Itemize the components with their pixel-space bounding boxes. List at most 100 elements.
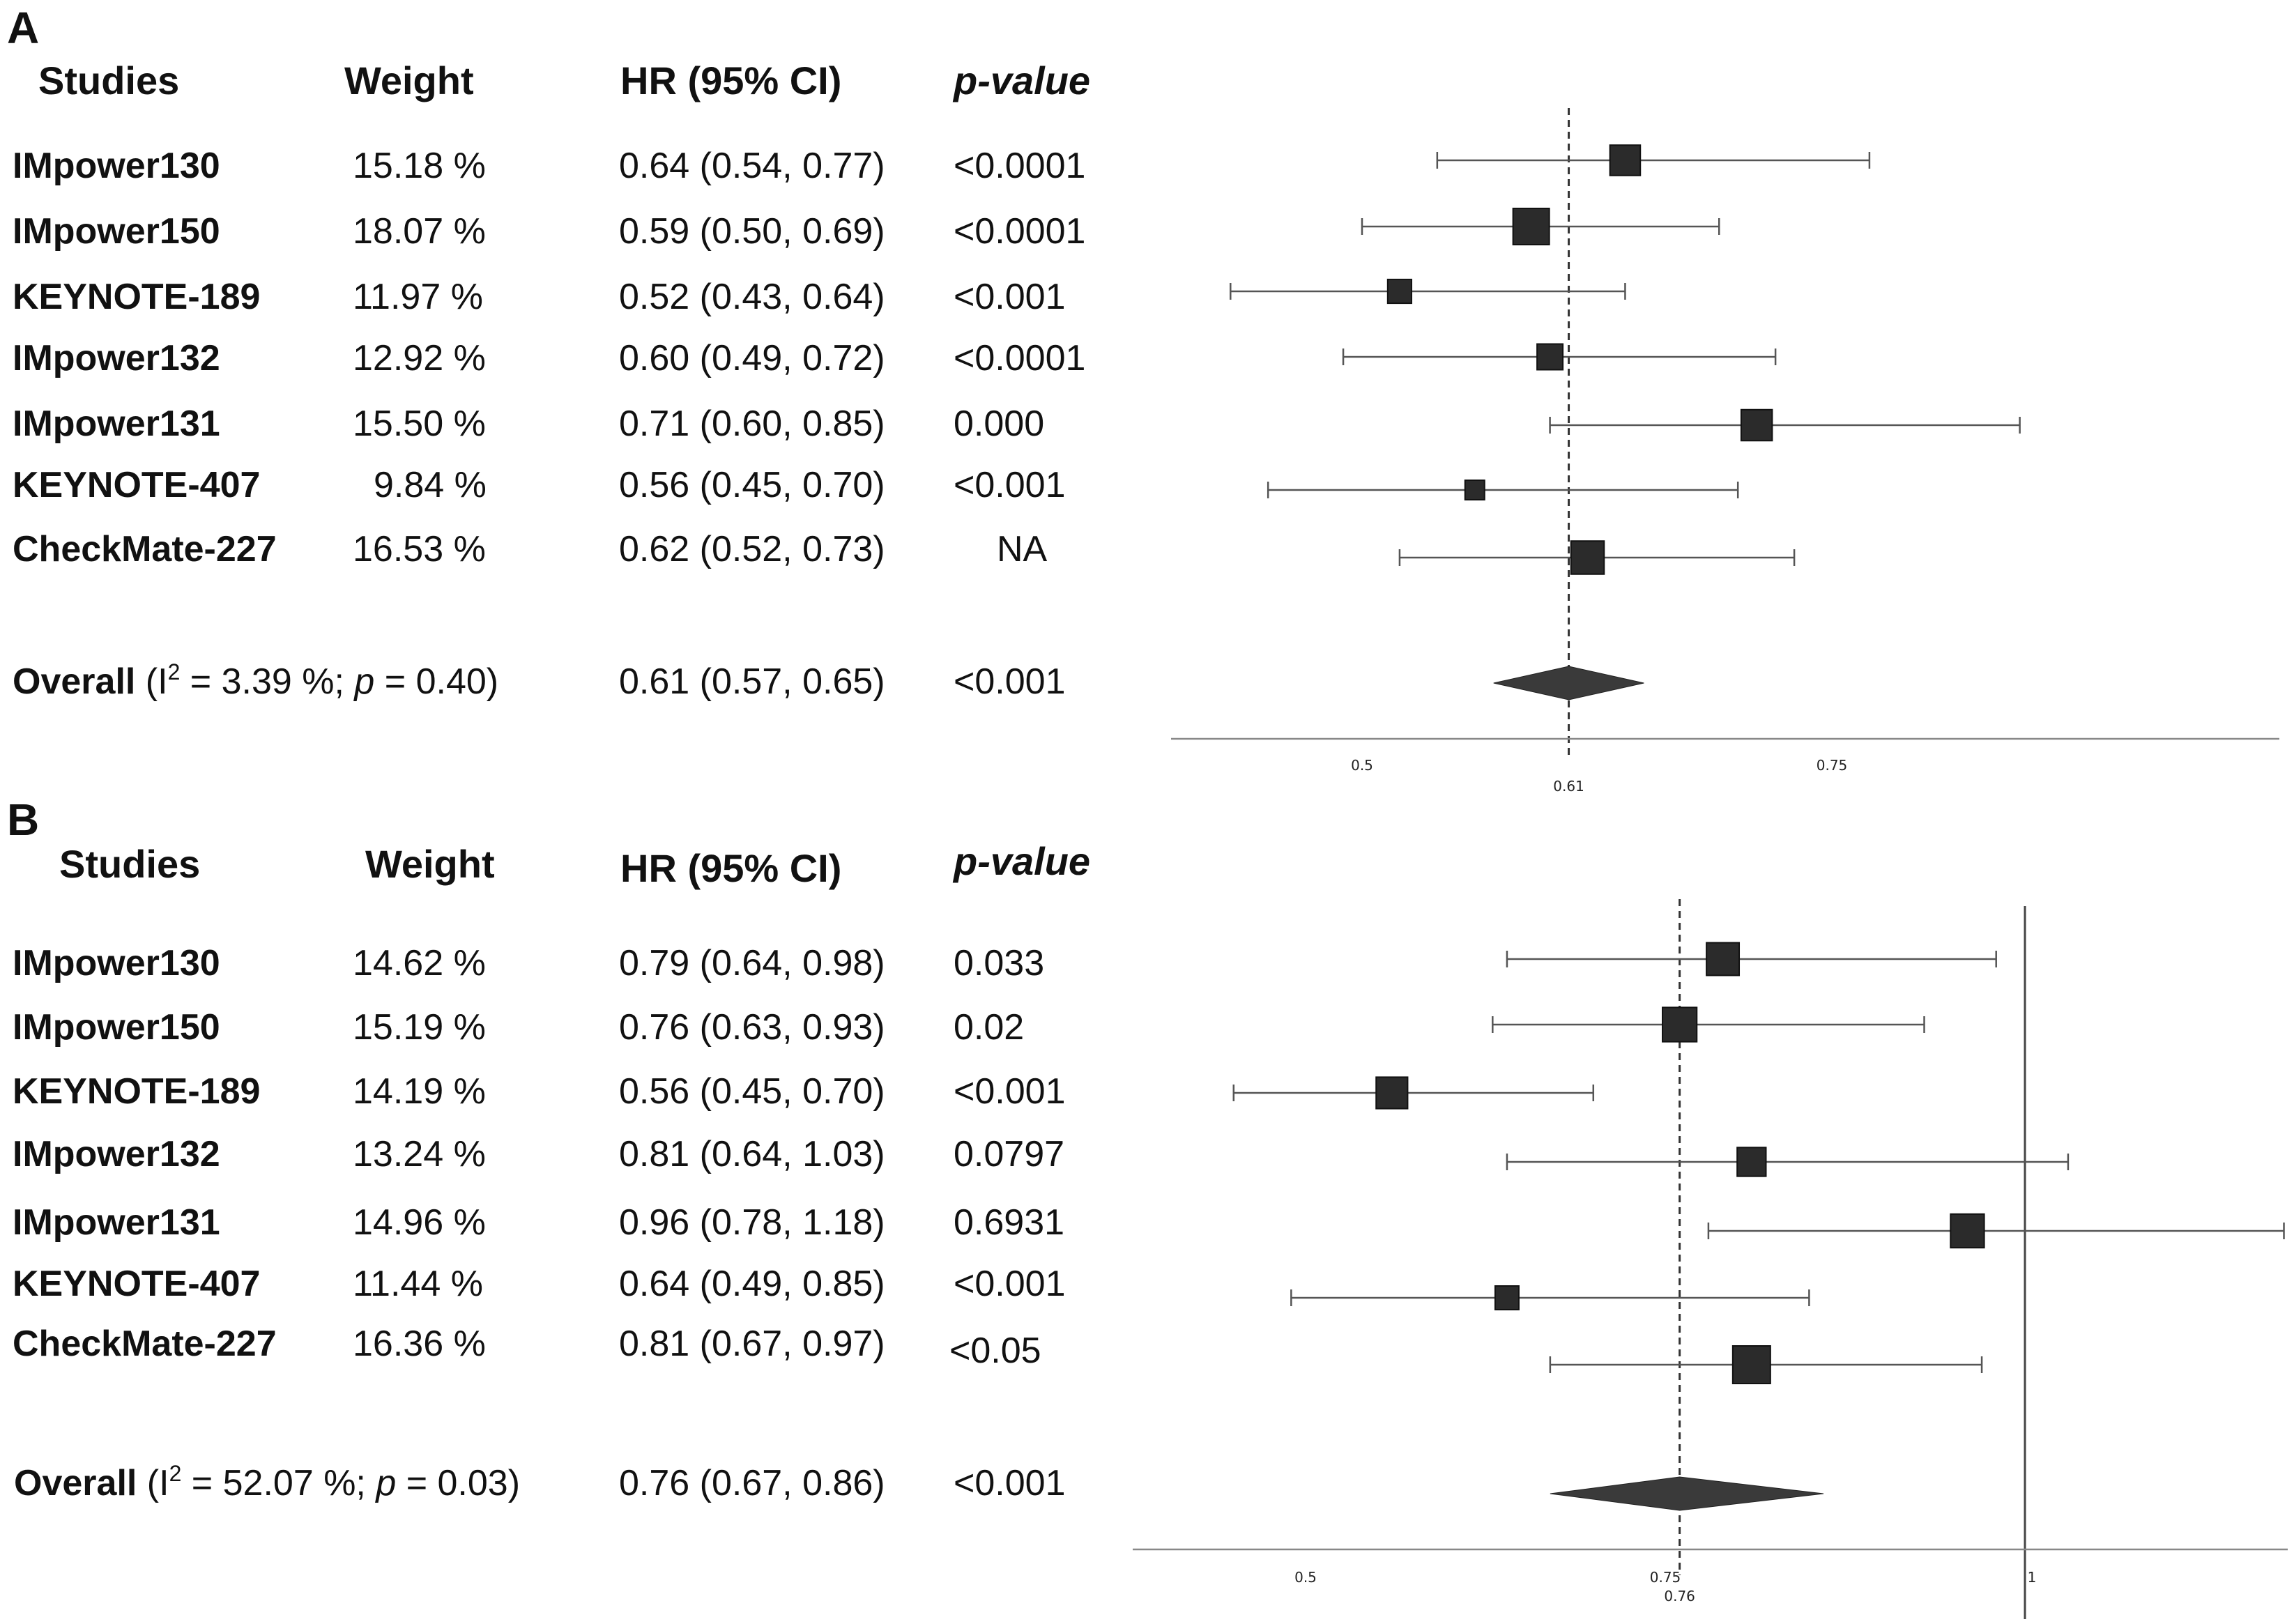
study-name: IMpower131	[13, 1202, 220, 1243]
overall-diamond	[1493, 666, 1644, 700]
study-weight: 15.19 %	[353, 1007, 486, 1048]
x-tick-label: 0.75	[1650, 1569, 1681, 1586]
study-weight: 14.19 %	[353, 1071, 486, 1112]
study-p-value: 0.6931	[954, 1202, 1065, 1243]
study-hr: 0.56 (0.45, 0.70)	[619, 1071, 885, 1112]
panel-letter: B	[7, 795, 40, 845]
forest-panel-b: B Studies Weight HR (95% CI) p-value IMp…	[0, 795, 2294, 1624]
study-name: KEYNOTE-407	[13, 1264, 261, 1304]
study-name: KEYNOTE-189	[13, 277, 261, 317]
study-p-value: <0.001	[954, 465, 1066, 505]
effect-box	[1731, 1345, 1771, 1384]
study-hr: 0.64 (0.54, 0.77)	[619, 146, 885, 186]
effect-box	[1386, 278, 1413, 305]
effect-markers	[1386, 144, 1773, 575]
overall-p-value: <0.001	[954, 1463, 1066, 1503]
study-name: IMpower130	[13, 943, 220, 983]
forest-panel-a: A Studies Weight HR (95% CI) p-value IMp…	[0, 0, 2294, 809]
study-name: IMpower131	[13, 404, 220, 444]
confidence-intervals	[1230, 152, 2021, 566]
panel-letter: A	[7, 3, 40, 53]
header-p-value: p-value	[954, 59, 1091, 102]
study-name: IMpower130	[13, 146, 220, 186]
study-name: CheckMate-227	[13, 529, 277, 569]
header-hr: HR (95% CI)	[620, 59, 842, 102]
study-p-value: 0.0797	[954, 1134, 1065, 1174]
study-hr: 0.52 (0.43, 0.64)	[619, 277, 885, 317]
effect-box	[1570, 540, 1605, 575]
study-weight: 16.36 %	[353, 1324, 486, 1364]
study-p-value: <0.0001	[954, 211, 1086, 252]
effect-box	[1950, 1213, 1985, 1249]
study-p-value: <0.0001	[954, 146, 1086, 186]
study-p-value: NA	[997, 529, 1048, 569]
study-hr: 0.59 (0.50, 0.69)	[619, 211, 885, 252]
header-studies: Studies	[59, 842, 201, 886]
study-name: IMpower132	[13, 1134, 220, 1174]
heterogeneity-i2: = 52.07 %;	[181, 1463, 376, 1503]
overall-hr: 0.76 (0.67, 0.86)	[619, 1463, 885, 1503]
effect-box	[1609, 144, 1642, 176]
study-hr: 0.79 (0.64, 0.98)	[619, 943, 885, 983]
effect-box	[1494, 1285, 1520, 1310]
header-weight: Weight	[344, 59, 474, 102]
header-p-value: p-value	[954, 839, 1091, 883]
effect-box	[1536, 343, 1564, 371]
study-hr: 0.56 (0.45, 0.70)	[619, 465, 885, 505]
x-tick-label: 0.5	[1351, 757, 1373, 774]
pooled-estimate-label: 0.61	[1553, 778, 1584, 795]
heterogeneity-open: (I	[135, 661, 168, 702]
study-weight: 13.24 %	[353, 1134, 486, 1174]
header-studies: Studies	[38, 59, 180, 102]
study-p-value: 0.000	[954, 404, 1045, 444]
heterogeneity-p: = 0.03)	[396, 1463, 521, 1503]
overall-label: Overall (I2 = 3.39 %; p = 0.40)	[13, 661, 499, 702]
pooled-estimate-label: 0.76	[1664, 1588, 1695, 1604]
overall-title: Overall	[13, 661, 136, 702]
study-hr: 0.62 (0.52, 0.73)	[619, 529, 885, 569]
header-weight: Weight	[365, 842, 495, 886]
study-hr: 0.81 (0.64, 1.03)	[619, 1134, 885, 1174]
study-hr: 0.60 (0.49, 0.72)	[619, 338, 885, 378]
study-p-value: <0.001	[954, 1071, 1066, 1112]
study-hr: 0.71 (0.60, 0.85)	[619, 404, 885, 444]
x-tick-label: 0.75	[1817, 757, 1848, 774]
x-tick-label: 1	[2028, 1569, 2037, 1586]
study-p-value: <0.001	[954, 1264, 1066, 1304]
effect-box	[1662, 1006, 1698, 1043]
study-p-value: <0.05	[949, 1331, 1041, 1371]
study-weight: 15.50 %	[353, 404, 486, 444]
study-weight: 12.92 %	[353, 338, 486, 378]
heterogeneity-open: (I	[137, 1463, 169, 1503]
study-name: CheckMate-227	[13, 1324, 277, 1364]
forest-plot-b: 0.5 0.75 1 0.76	[1133, 899, 2288, 1619]
study-name: IMpower150	[13, 1007, 220, 1048]
study-name: IMpower150	[13, 211, 220, 252]
study-weight: 16.53 %	[353, 529, 486, 569]
heterogeneity-i2: = 3.39 %;	[180, 661, 355, 702]
heterogeneity-p: = 0.40)	[374, 661, 499, 702]
heterogeneity-sup: 2	[167, 659, 181, 684]
x-tick-label: 0.5	[1294, 1569, 1317, 1586]
study-weight: 15.18 %	[353, 146, 486, 186]
study-weight: 18.07 %	[353, 211, 486, 252]
effect-box	[1740, 408, 1773, 442]
study-weight: 14.62 %	[353, 943, 486, 983]
study-name: IMpower132	[13, 338, 220, 378]
effect-box	[1375, 1076, 1409, 1110]
forest-plot-a: 0.5 0.75 1 0.61	[1171, 108, 2279, 795]
study-weight: 14.96 %	[353, 1202, 486, 1243]
overall-label: Overall (I2 = 52.07 %; p = 0.03)	[14, 1462, 521, 1503]
study-weight: 11.97 %	[353, 277, 483, 317]
study-hr: 0.64 (0.49, 0.85)	[619, 1264, 885, 1304]
study-p-value: 0.033	[954, 943, 1045, 983]
study-weight: 9.84 %	[374, 465, 487, 505]
study-p-value: 0.02	[954, 1007, 1025, 1048]
study-hr: 0.81 (0.67, 0.97)	[619, 1324, 885, 1364]
effect-markers	[1375, 942, 1985, 1384]
overall-title: Overall	[14, 1463, 137, 1503]
effect-box	[1706, 942, 1741, 976]
header-hr: HR (95% CI)	[620, 846, 842, 890]
study-name: KEYNOTE-189	[13, 1071, 261, 1112]
study-name: KEYNOTE-407	[13, 465, 261, 505]
